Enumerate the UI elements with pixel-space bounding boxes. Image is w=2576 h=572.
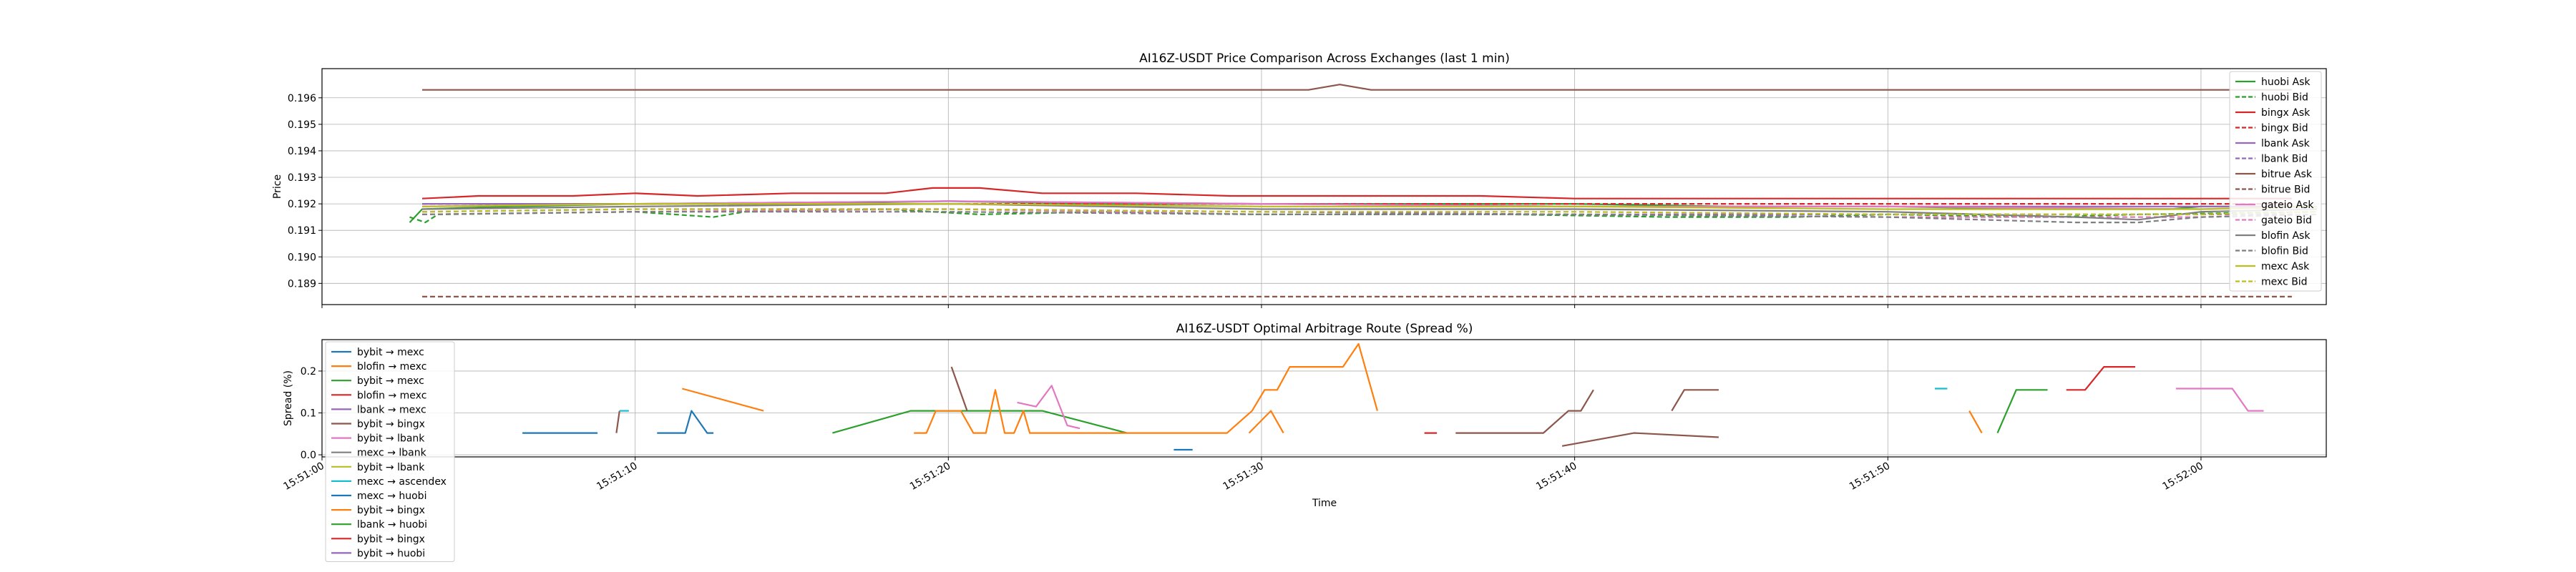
series-line — [421, 203, 2317, 221]
legend-label: bybit → mexc — [357, 347, 424, 358]
spread-chart-title: AI16Z-USDT Optimal Arbitrage Route (Spre… — [1176, 322, 1473, 336]
legend-label: bybit → bingx — [357, 419, 425, 430]
series-line — [657, 410, 714, 434]
series-line — [682, 388, 764, 412]
y-tick-label: 0.2 — [301, 366, 316, 378]
series-line — [914, 342, 1378, 434]
legend-label: gateio Bid — [2261, 215, 2312, 227]
price-panel: AI16Z-USDT Price Comparison Across Excha… — [272, 51, 2327, 308]
series-line — [2066, 365, 2135, 391]
legend-label: mexc Ask — [2261, 261, 2310, 272]
legend-label: bitrue Ask — [2261, 169, 2313, 180]
y-tick-label: 0.195 — [288, 119, 316, 131]
series-line — [421, 208, 2317, 215]
legend-label: mexc → ascendex — [357, 476, 447, 488]
legend-label: bybit → lbank — [357, 462, 425, 473]
legend-label: blofin Bid — [2261, 246, 2308, 257]
series-line — [1561, 432, 1719, 447]
legend-label: blofin → mexc — [357, 361, 426, 373]
series-line — [2175, 388, 2264, 412]
y-tick-label: 0.191 — [288, 225, 316, 237]
legend-label: bingx Bid — [2261, 123, 2308, 134]
y-tick-label: 0.1 — [301, 408, 316, 420]
series-line — [615, 410, 620, 433]
series-line — [1996, 389, 2048, 434]
price-chart-title: AI16Z-USDT Price Comparison Across Excha… — [1139, 51, 1510, 66]
legend-label: bybit → bingx — [357, 505, 425, 516]
series-line — [421, 211, 2317, 224]
y-tick-label: 0.190 — [288, 252, 316, 263]
y-tick-label: 0.189 — [288, 278, 316, 290]
legend-label: bitrue Bid — [2261, 184, 2310, 196]
y-tick-label: 0.0 — [301, 450, 316, 461]
series-line — [1248, 410, 1284, 434]
legend-label: lbank → huobi — [357, 519, 427, 531]
legend-label: lbank Ask — [2261, 138, 2311, 149]
legend-label: mexc → huobi — [357, 490, 426, 502]
price-plot-area — [321, 68, 2327, 305]
spread-x-axis-label: Time — [1312, 498, 1337, 509]
y-tick-label: 0.194 — [288, 146, 316, 157]
y-tick-label: 0.196 — [288, 93, 316, 104]
legend-label: bybit → lbank — [357, 433, 425, 445]
series-line — [1968, 410, 1983, 434]
legend-label: gateio Ask — [2261, 199, 2314, 211]
series-line — [832, 410, 1128, 434]
series-line — [1017, 385, 1080, 430]
series-line — [1671, 389, 1719, 412]
legend-label: bingx Ask — [2261, 107, 2311, 119]
legend-label: lbank → mexc — [357, 404, 426, 415]
legend-label: huobi Ask — [2261, 77, 2311, 88]
y-tick-label: 0.192 — [288, 199, 316, 210]
legend-label: lbank Bid — [2261, 154, 2308, 165]
spread-legend-box — [325, 341, 455, 562]
series-line — [1455, 389, 1594, 434]
series-line — [422, 84, 2292, 91]
legend-label: bybit → huobi — [357, 548, 425, 559]
legend-label: bybit → bingx — [357, 533, 425, 545]
legend-label: blofin → mexc — [357, 390, 426, 401]
price-legend-box — [2229, 71, 2322, 292]
legend-label: mexc → lbank — [357, 448, 427, 459]
price-y-axis-label: Price — [272, 174, 283, 199]
series-line — [950, 366, 968, 411]
legend-label: mexc Bid — [2261, 277, 2308, 288]
spread-panel: AI16Z-USDT Optimal Arbitrage Route (Spre… — [282, 322, 2327, 562]
series-line — [421, 203, 2317, 210]
y-tick-label: 0.193 — [288, 172, 316, 184]
legend-label: huobi Bid — [2261, 92, 2308, 104]
series-line — [421, 187, 2292, 199]
spread-y-axis-label: Spread (%) — [283, 370, 294, 426]
legend-label: blofin Ask — [2261, 230, 2311, 242]
legend-label: bybit → mexc — [357, 375, 424, 387]
spread-plot-area — [321, 339, 2327, 458]
